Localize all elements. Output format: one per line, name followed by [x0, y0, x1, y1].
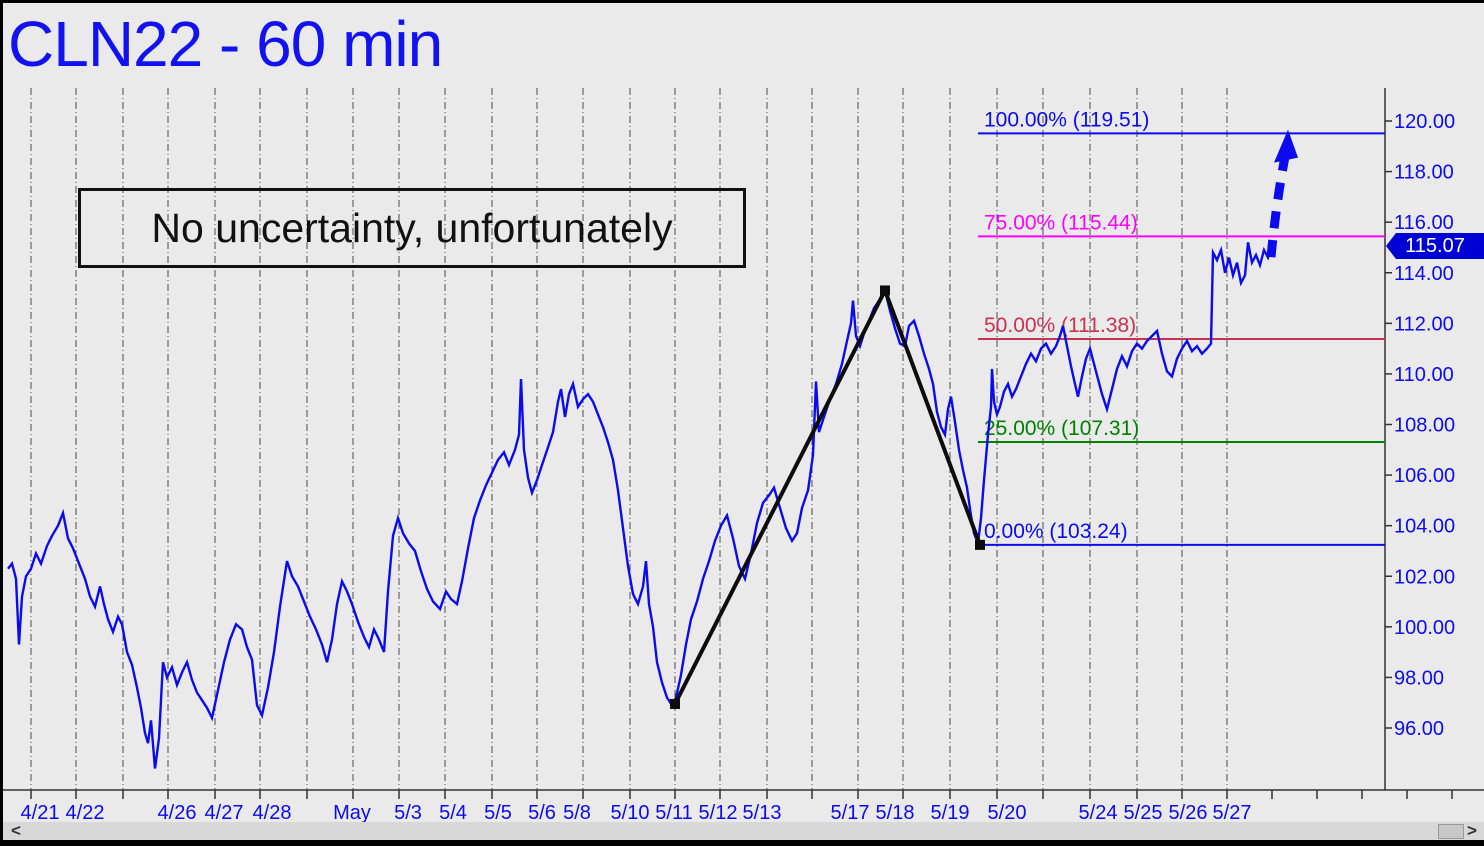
- price-axis-label: 96.00: [1394, 718, 1444, 740]
- date-axis-label: 5/3: [394, 802, 422, 824]
- annotation-text: No uncertainty, unfortunately: [151, 204, 673, 251]
- fib-level-label: 0.00% (103.24): [984, 520, 1128, 543]
- date-axis-label: 5/17: [831, 802, 870, 824]
- scroll-left-arrow-icon[interactable]: <: [11, 821, 21, 840]
- date-axis-label: 4/27: [205, 802, 244, 824]
- trendline-marker[interactable]: [975, 539, 985, 550]
- scrollbar-thumb[interactable]: [1438, 824, 1464, 839]
- date-axis-label: 4/22: [66, 802, 105, 824]
- date-axis-label: 5/5: [484, 802, 512, 824]
- fib-level-label: 100.00% (119.51): [984, 108, 1149, 131]
- bottom-border: [0, 840, 1484, 846]
- date-axis-label: 4/26: [158, 802, 197, 824]
- price-axis-label: 108.00: [1394, 415, 1455, 437]
- price-axis-label: 100.00: [1394, 617, 1455, 639]
- date-axis-label: 4/28: [253, 802, 292, 824]
- left-border: [0, 0, 3, 846]
- date-axis-label: 5/10: [611, 802, 650, 824]
- price-axis-label: 102.00: [1394, 566, 1455, 588]
- trendline-marker[interactable]: [880, 285, 890, 296]
- date-axis-label: 5/18: [876, 802, 915, 824]
- date-axis-label: 5/8: [563, 802, 591, 824]
- date-axis-label: May: [333, 802, 371, 824]
- last-price-badge: 115.07: [1386, 233, 1484, 259]
- date-axis-label: 5/26: [1169, 802, 1208, 824]
- chart-title: CLN22 - 60 min: [8, 8, 443, 80]
- date-axis-label: 5/27: [1213, 802, 1252, 824]
- date-axis-label: 5/13: [743, 802, 782, 824]
- annotation-box[interactable]: No uncertainty, unfortunately: [78, 188, 746, 268]
- trendline-marker[interactable]: [670, 698, 680, 709]
- fib-level-label: 25.00% (107.31): [984, 417, 1139, 440]
- date-axis-label: 5/12: [699, 802, 738, 824]
- price-axis-label: 110.00: [1394, 364, 1454, 386]
- date-axis-label: 5/6: [528, 802, 556, 824]
- price-axis-label: 120.00: [1394, 111, 1455, 133]
- horizontal-scrollbar[interactable]: < >: [0, 822, 1484, 840]
- date-axis-label: 5/11: [655, 802, 692, 824]
- fib-level-label: 50.00% (111.38): [984, 314, 1136, 337]
- price-axis-label: 106.00: [1394, 465, 1455, 487]
- date-axis-label: 5/25: [1124, 802, 1163, 824]
- price-axis-label: 114.00: [1394, 263, 1454, 285]
- fib-level-label: 75.00% (115.44): [984, 211, 1138, 234]
- price-axis-label: 104.00: [1394, 516, 1455, 538]
- trendline[interactable]: [673, 285, 982, 705]
- projection-arrow-shaft[interactable]: [1266, 155, 1290, 258]
- date-axis-label: 5/4: [439, 802, 467, 824]
- date-axis-label: 5/24: [1079, 802, 1118, 824]
- date-axis-label: 5/19: [931, 802, 970, 824]
- projection-arrow-head-icon[interactable]: [1274, 129, 1298, 163]
- price-axis-label: 98.00: [1394, 667, 1444, 689]
- date-axis-label: 4/21: [21, 802, 60, 824]
- price-axis-label: 112.00: [1394, 313, 1454, 335]
- price-axis-label: 116.00: [1394, 212, 1454, 234]
- top-border: [0, 0, 1484, 3]
- scroll-right-arrow-icon[interactable]: >: [1467, 821, 1477, 840]
- price-axis-label: 118.00: [1394, 162, 1454, 184]
- date-axis-label: 5/20: [988, 802, 1027, 824]
